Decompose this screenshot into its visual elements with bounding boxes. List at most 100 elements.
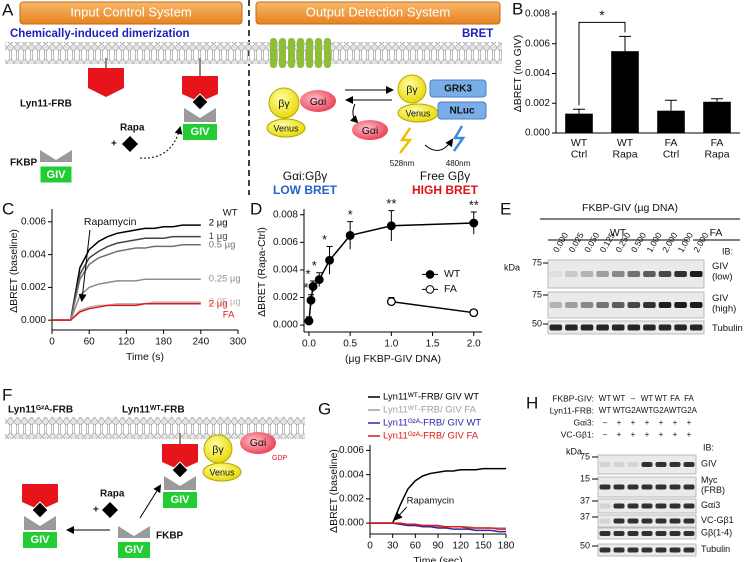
band: [641, 547, 653, 553]
text-line: Rapa: [704, 148, 729, 160]
band: [641, 531, 653, 536]
emission-part: [424, 138, 454, 151]
title-box: [255, 1, 501, 25]
text-line: (low): [712, 271, 733, 282]
arrows-part: [139, 484, 162, 519]
band: [611, 324, 625, 331]
band: [627, 518, 639, 524]
condition-cell: –: [603, 430, 608, 439]
mw-marker: 37: [580, 495, 590, 505]
band: [599, 531, 611, 536]
anchored-complex-part: [162, 444, 198, 470]
text-line: (FRB): [701, 485, 725, 495]
condition-cell: +: [659, 430, 664, 439]
heterotrimer-part: [203, 434, 233, 464]
annotation: Rapamycin: [407, 496, 455, 507]
significance-bracket: [578, 21, 626, 106]
band: [655, 518, 667, 524]
y-tick-label: 0.002: [21, 282, 46, 293]
condition-label: Lyn11-FRB:: [550, 405, 594, 415]
series-line: [52, 224, 201, 321]
blot-label: VC-Gβ1: [701, 515, 734, 525]
band: [596, 302, 609, 308]
y-tick-label: 0.000: [273, 320, 298, 331]
y-axis-label: ΔBRET (no GIV): [512, 35, 524, 112]
text-line: Gαi3: [701, 500, 720, 510]
band: [655, 484, 667, 490]
giv-label: GIV: [31, 534, 51, 546]
band: [689, 302, 703, 308]
significance-label: *: [322, 232, 327, 247]
label: Free Gβγ: [420, 169, 470, 183]
text-line: Myc: [701, 475, 718, 485]
point: [314, 275, 324, 285]
label: Venus: [209, 467, 235, 477]
panel-h: H kDa IB: FKBP-GIV: WT WT – WT WT FA FALyn11-FR…: [526, 393, 734, 557]
band: [596, 324, 609, 331]
label: βγ: [406, 84, 418, 96]
significance-label: *: [303, 280, 308, 295]
y-tick-label: 0.008: [273, 209, 298, 220]
x-tick-label: 0.0: [302, 339, 316, 350]
band: [655, 547, 667, 553]
label: HIGH BRET: [412, 183, 479, 197]
band: [674, 324, 687, 331]
condition-cell: WT: [599, 406, 612, 415]
point: [469, 308, 479, 318]
band: [669, 518, 681, 524]
mw-marker: 75: [532, 289, 542, 299]
band: [613, 518, 625, 524]
kda: kDa: [504, 262, 520, 272]
legend-marker: [425, 270, 435, 279]
band: [669, 484, 681, 490]
panel-label: B: [512, 0, 523, 18]
text-line: (high): [712, 303, 736, 314]
free-gbg-part: [397, 74, 427, 104]
bar: [565, 113, 593, 133]
error-bar: [573, 108, 585, 114]
x-tick-label: 150: [475, 541, 492, 552]
point: [386, 221, 396, 231]
y-tick-label: 0.004: [525, 68, 550, 79]
band: [613, 484, 625, 490]
band: [627, 302, 641, 308]
condition-label: Gαi3:: [573, 417, 594, 427]
label: Rapa: [120, 123, 145, 134]
fkbp: [118, 526, 150, 558]
condition-cell: WT: [655, 394, 668, 403]
band: [669, 503, 681, 509]
chart: B 0.000 0.002 0.004 0.006 0.008 ΔBRET (no GIV)…: [512, 0, 740, 160]
label: GRK3: [444, 84, 472, 95]
membrane: [5, 417, 305, 439]
text-line: GIV: [712, 293, 729, 304]
band: [627, 547, 639, 553]
condition-cell: +: [617, 430, 622, 439]
legend-marker: [425, 285, 435, 294]
chart: D 0.000 0.002 0.004 0.006 0.008 0.0 0.5 1.0 1.5 2.…: [250, 196, 482, 365]
series-label: 0.25 µg: [209, 274, 241, 285]
condition-label: VC-Gβ1:: [561, 429, 594, 439]
y-tick-label: 0.002: [273, 292, 298, 303]
band: [641, 503, 653, 509]
dimer-complex-part: [184, 108, 216, 122]
group-label: WT: [223, 208, 238, 219]
band: [641, 518, 653, 524]
condition-cell: WT: [641, 406, 654, 415]
heterotrimer: [202, 432, 276, 482]
label: Venus: [405, 108, 431, 118]
label: Lyn11ᴳ²ᴬ-FRB: [8, 405, 73, 416]
error-bar: [711, 98, 723, 102]
condition-cell: WT: [613, 394, 626, 403]
panel-label: G: [318, 399, 331, 418]
condition-cell: WT: [613, 406, 626, 415]
text-line: Ctrl: [571, 148, 587, 160]
significance-label: **: [469, 197, 479, 212]
band: [565, 302, 578, 308]
title-box: [19, 1, 243, 25]
series-line: [52, 278, 201, 321]
x-tick-label: 120: [452, 541, 469, 552]
point: [386, 297, 396, 307]
significance-label: *: [312, 258, 317, 273]
text-line: WT: [571, 137, 588, 149]
band: [549, 271, 563, 277]
